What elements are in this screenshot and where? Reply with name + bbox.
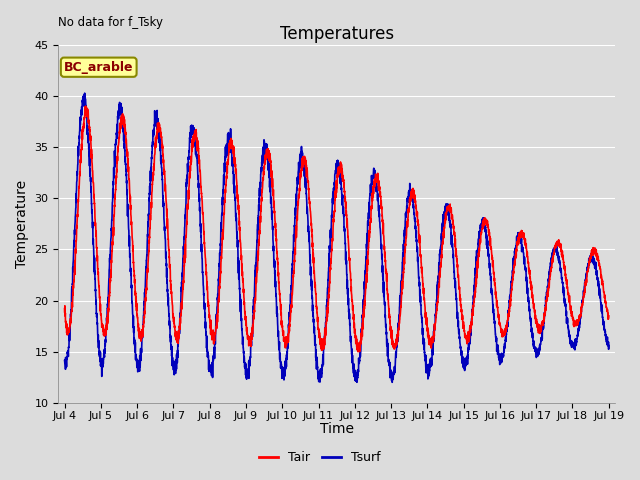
Tair <box>61 306 68 312</box>
Tair <box>82 103 90 109</box>
Line: Tair: Tair <box>65 106 609 352</box>
Text: BC_arable: BC_arable <box>64 60 134 74</box>
Tsurf <box>213 320 221 325</box>
Line: Tsurf: Tsurf <box>65 93 609 383</box>
Tair <box>213 316 221 322</box>
Tair <box>399 269 407 275</box>
Y-axis label: Temperature: Temperature <box>15 180 29 268</box>
Legend: Tair, Tsurf: Tair, Tsurf <box>254 446 386 469</box>
Tsurf <box>605 347 612 352</box>
Tsurf <box>388 380 396 385</box>
Tair <box>390 341 397 347</box>
Tsurf <box>390 368 397 374</box>
Tsurf <box>554 251 561 256</box>
Tair <box>177 307 185 312</box>
Tsurf <box>399 241 407 247</box>
Tair <box>356 349 364 355</box>
Tsurf <box>61 358 68 363</box>
Tsurf <box>605 343 612 348</box>
Title: Temperatures: Temperatures <box>280 25 394 43</box>
X-axis label: Time: Time <box>319 422 354 436</box>
Text: No data for f_Tsky: No data for f_Tsky <box>58 16 163 29</box>
Tsurf <box>177 288 185 294</box>
Tair <box>605 314 612 320</box>
Tsurf <box>81 90 88 96</box>
Tair <box>554 240 561 245</box>
Tair <box>605 313 612 319</box>
